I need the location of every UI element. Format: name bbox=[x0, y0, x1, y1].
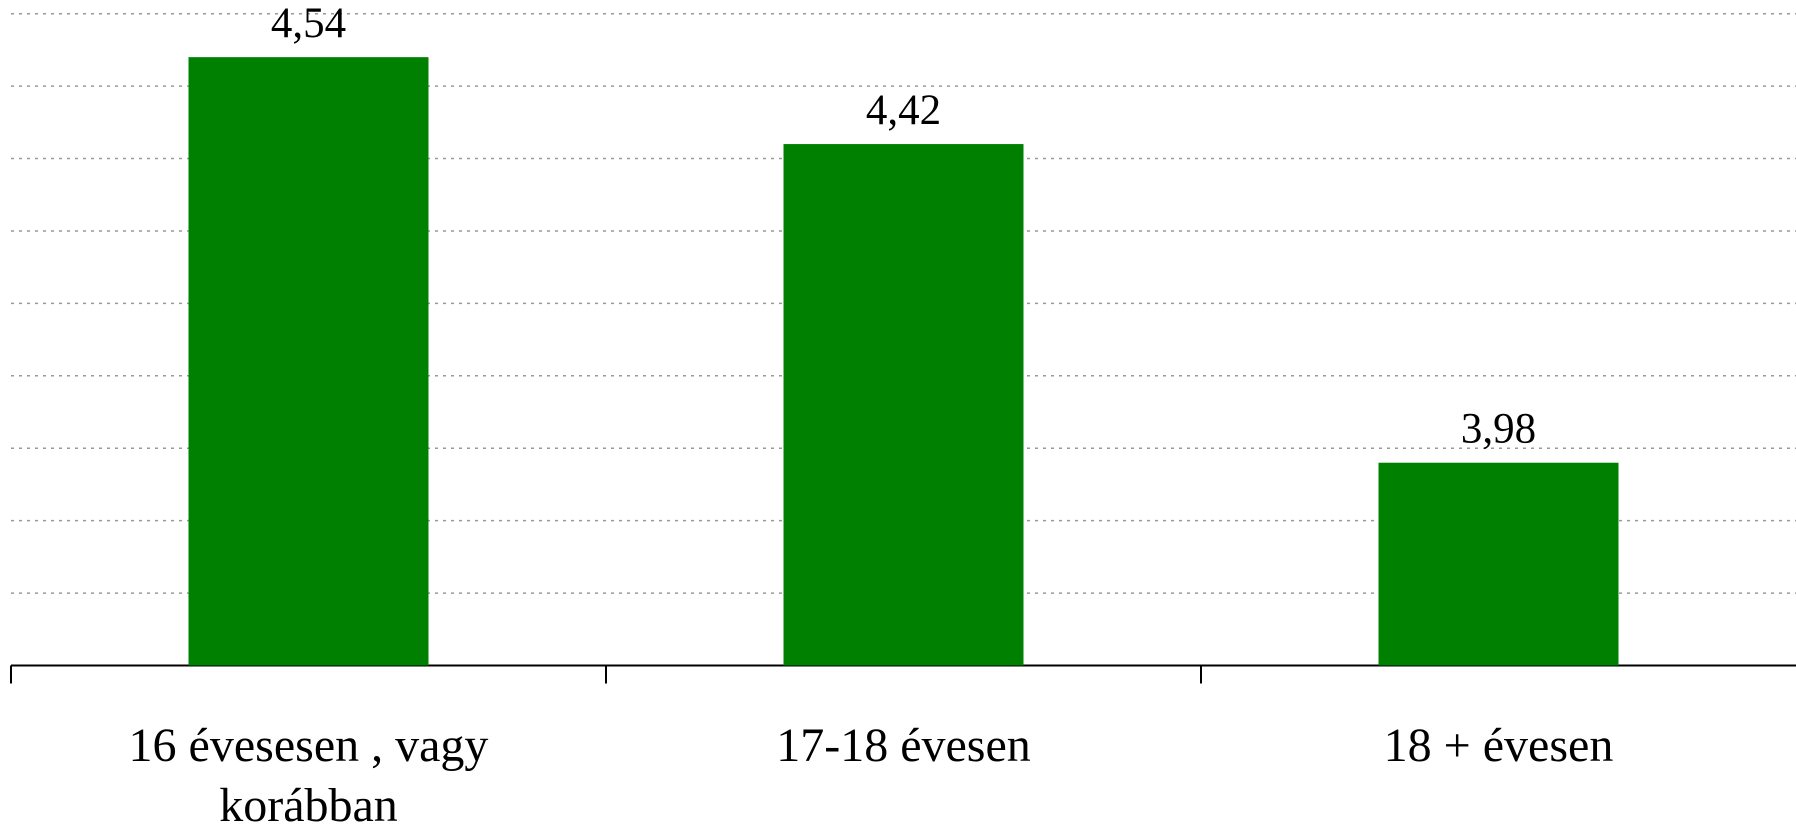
value-label: 4,42 bbox=[866, 87, 941, 134]
x-tick-label: 17-18 évesen bbox=[776, 719, 1031, 772]
bar bbox=[783, 144, 1024, 666]
x-tick-label: 16 évesesen , vagy korábban bbox=[128, 719, 489, 832]
value-label: 3,98 bbox=[1461, 406, 1536, 453]
value-label: 4,54 bbox=[271, 0, 346, 47]
bar bbox=[1378, 462, 1619, 666]
bar bbox=[188, 57, 429, 666]
x-tick-label: 18 + évesen bbox=[1383, 719, 1614, 772]
